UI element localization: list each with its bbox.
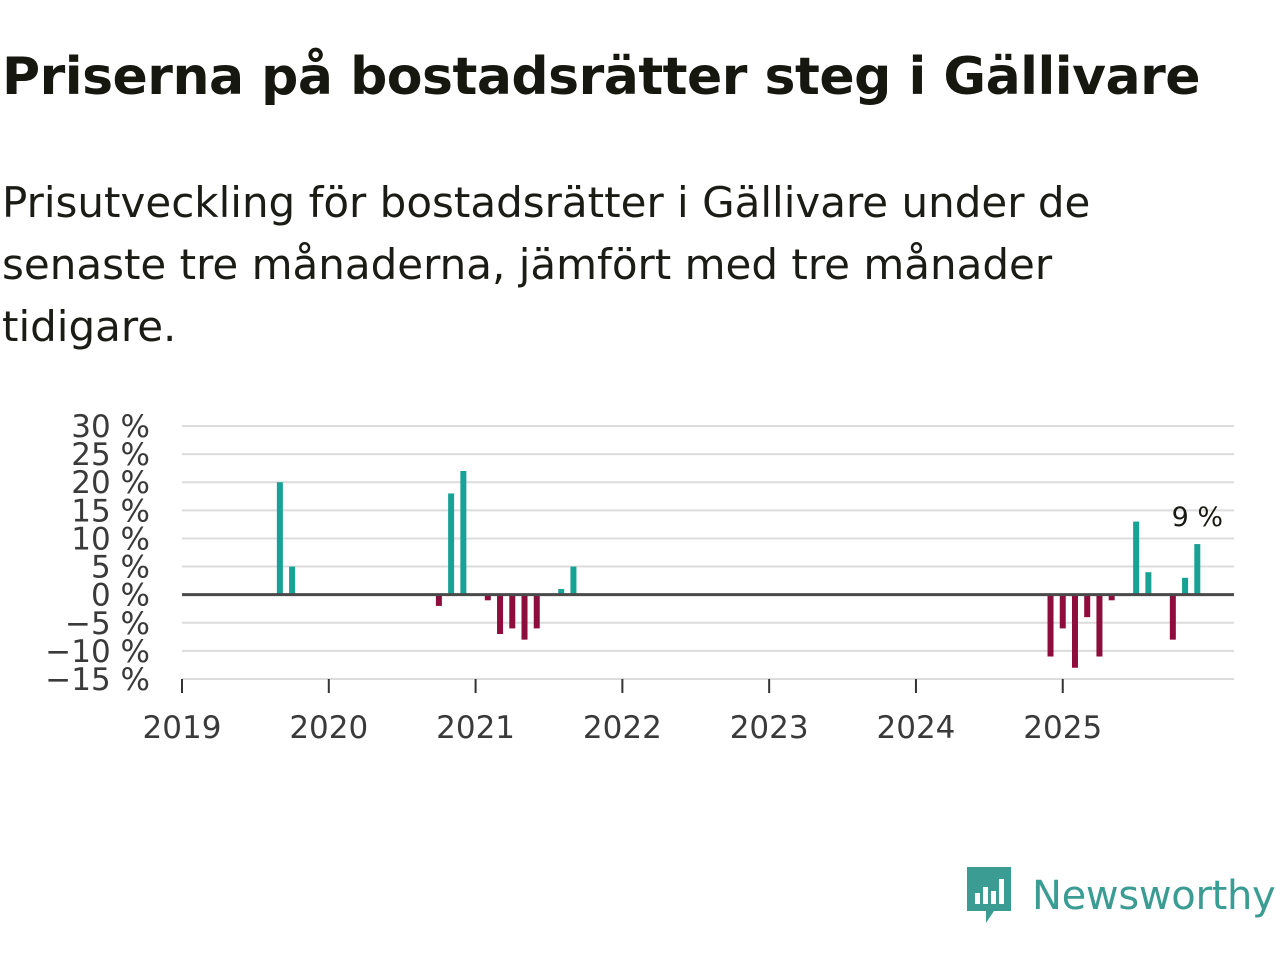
- bar: [448, 493, 455, 595]
- y-tick-label: −10 %: [45, 634, 150, 670]
- x-tick-label: 2020: [289, 710, 368, 746]
- bar: [570, 566, 577, 595]
- bar: [460, 470, 467, 595]
- x-tick-label: 2022: [583, 710, 662, 746]
- bar: [1169, 594, 1176, 640]
- y-tick-label: 30 %: [71, 409, 150, 445]
- y-tick-label: 0 %: [91, 578, 150, 614]
- x-tick-label: 2019: [143, 710, 222, 746]
- bar: [1047, 594, 1054, 657]
- x-tick-label: 2025: [1023, 710, 1102, 746]
- y-tick-label: 20 %: [71, 465, 150, 501]
- bar: [1071, 594, 1078, 668]
- bar: [289, 566, 296, 595]
- y-tick-label: 25 %: [71, 437, 150, 473]
- chart-subtitle: Prisutveckling för bostadsrätter i Gälli…: [2, 178, 1091, 351]
- newsworthy-logo-icon: [967, 867, 1011, 923]
- bar: [276, 482, 283, 595]
- bar: [1182, 577, 1189, 595]
- bar: [558, 589, 565, 595]
- bars: [276, 470, 1201, 668]
- y-tick-label: −15 %: [45, 662, 150, 698]
- x-axis: 2019 2020 2021 2022 2023 2024 2025: [143, 678, 1234, 746]
- bar: [1145, 572, 1152, 595]
- newsworthy-logo: Newsworthy: [964, 864, 1276, 928]
- x-tick-label: 2023: [730, 710, 809, 746]
- bar: [533, 594, 540, 629]
- bar: [1096, 594, 1103, 657]
- bar: [484, 594, 491, 601]
- chart-title: Priserna på bostadsrätter steg i Gälliva…: [2, 47, 1201, 107]
- bar: [521, 594, 528, 640]
- last-value-annotation: 9 %: [1172, 502, 1223, 533]
- bar: [435, 594, 442, 606]
- y-tick-label: 10 %: [71, 521, 150, 557]
- y-tick-label: 15 %: [71, 493, 150, 529]
- y-tick-label: −5 %: [65, 606, 150, 642]
- x-tick-label: 2024: [877, 710, 956, 746]
- bar: [509, 594, 516, 629]
- y-axis-labels: 30 %25 %20 %15 %10 %5 %0 %−5 %−10 %−15 %: [45, 409, 150, 698]
- bar: [1194, 544, 1201, 595]
- bar: [1084, 594, 1091, 618]
- bar: [1059, 594, 1066, 629]
- y-tick-label: 5 %: [91, 550, 150, 586]
- bar: [497, 594, 504, 635]
- bar: [1108, 594, 1115, 601]
- bar: [1133, 521, 1140, 595]
- x-tick-label: 2021: [436, 710, 515, 746]
- annotations: 9 %: [1172, 502, 1223, 533]
- newsworthy-logo-text: Newsworthy: [1032, 873, 1276, 919]
